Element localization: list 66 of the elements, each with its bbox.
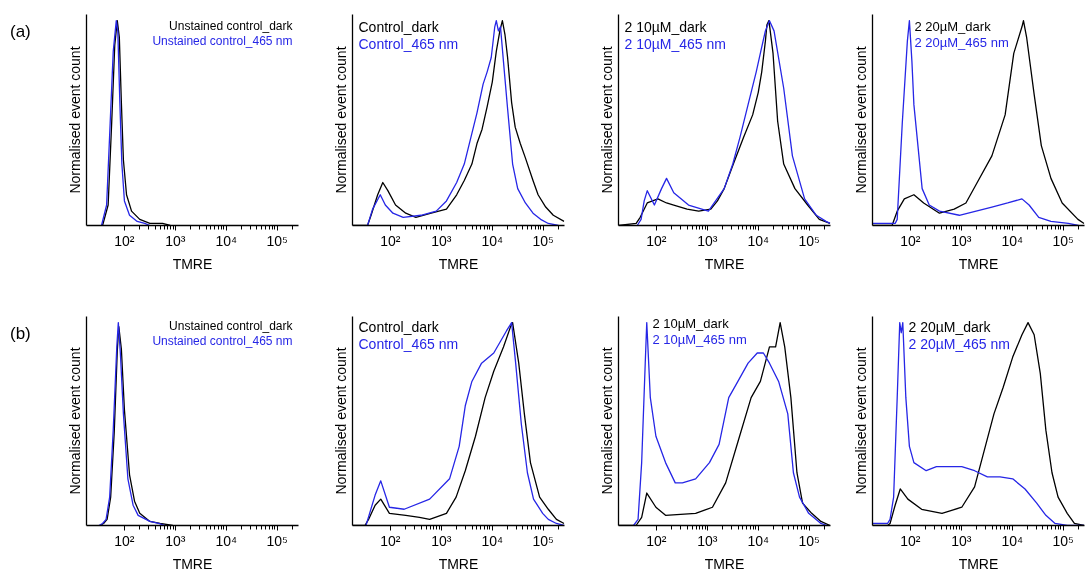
x-tick-label: 10⁵ bbox=[532, 232, 554, 249]
x-tick-label: 10⁴ bbox=[481, 232, 504, 249]
text: 2 20µM_dark bbox=[908, 318, 992, 335]
y-axis-title: Normalised event count bbox=[598, 347, 615, 495]
x-tick-label: 10⁴ bbox=[1001, 232, 1024, 249]
x-tick-label: 10² bbox=[114, 232, 135, 249]
text: 2 10µM_dark bbox=[652, 315, 730, 331]
text: 2 10µM_465 nm bbox=[624, 35, 726, 52]
series-label: Control_465 nm bbox=[358, 335, 459, 352]
x-tick-label: 10² bbox=[900, 232, 921, 249]
x-tick-label: 10³ bbox=[431, 232, 452, 249]
y-axis-title: Normalised event count bbox=[332, 46, 349, 194]
x-axis-title: TMRE bbox=[172, 255, 213, 272]
x-tick-label: 10⁵ bbox=[266, 232, 288, 249]
x-tick-label: 10³ bbox=[951, 232, 972, 249]
x-tick-label: 10³ bbox=[697, 532, 718, 549]
x-tick-label: 10⁴ bbox=[215, 232, 238, 249]
x-tick-label: 10⁵ bbox=[266, 532, 288, 549]
x-tick-label: 10⁵ bbox=[1052, 532, 1074, 549]
y-axis-title: Normalised event count bbox=[852, 46, 869, 194]
x-tick-label: 10³ bbox=[951, 532, 972, 549]
x-tick-label: 10⁴ bbox=[1001, 532, 1024, 549]
x-tick-label: 10⁴ bbox=[215, 532, 238, 549]
x-tick-label: 10² bbox=[900, 532, 921, 549]
text: Unstained control_dark bbox=[169, 318, 294, 333]
x-axis-title: TMRE bbox=[438, 255, 479, 272]
x-tick-label: 10⁵ bbox=[798, 232, 820, 249]
series-label: 2 10µM_465 nm bbox=[652, 331, 747, 347]
text: Control_dark bbox=[358, 18, 440, 35]
x-tick-label: 10² bbox=[646, 232, 667, 249]
x-axis-title: TMRE bbox=[958, 555, 999, 572]
x-axis-title: TMRE bbox=[172, 555, 213, 572]
x-tick-label: 10³ bbox=[165, 232, 186, 249]
x-tick-label: 10² bbox=[646, 532, 667, 549]
x-axis-title: TMRE bbox=[438, 555, 479, 572]
text: (b) bbox=[10, 323, 31, 345]
x-axis-title: TMRE bbox=[958, 255, 999, 272]
x-tick-label: 10³ bbox=[165, 532, 186, 549]
x-axis-title: TMRE bbox=[704, 255, 745, 272]
x-tick-label: 10³ bbox=[431, 532, 452, 549]
text: (a) bbox=[10, 21, 31, 43]
x-tick-label: 10⁵ bbox=[532, 532, 554, 549]
y-axis-title: Normalised event count bbox=[852, 347, 869, 495]
text: Unstained control_dark bbox=[169, 18, 294, 33]
x-tick-label: 10⁵ bbox=[1052, 232, 1074, 249]
x-tick-label: 10⁴ bbox=[747, 232, 770, 249]
x-tick-label: 10² bbox=[380, 532, 401, 549]
x-tick-label: 10² bbox=[114, 532, 135, 549]
x-tick-label: 10⁴ bbox=[747, 532, 770, 549]
x-tick-label: 10³ bbox=[697, 232, 718, 249]
text: Control_465 nm bbox=[358, 35, 459, 52]
y-axis-title: Normalised event count bbox=[598, 46, 615, 194]
y-axis-title: Normalised event count bbox=[332, 347, 349, 495]
text: 2 20µM_dark bbox=[914, 18, 992, 34]
text: Unstained control_465 nm bbox=[152, 33, 293, 48]
y-axis-title: Normalised event count bbox=[66, 46, 83, 194]
series-label: 2 20µM_465 nm bbox=[908, 335, 1010, 352]
text: Unstained control_465 nm bbox=[152, 333, 293, 348]
text: Control_dark bbox=[358, 318, 440, 335]
x-tick-label: 10² bbox=[380, 232, 401, 249]
x-tick-label: 10⁴ bbox=[481, 532, 504, 549]
x-axis-title: TMRE bbox=[704, 555, 745, 572]
y-axis-title: Normalised event count bbox=[66, 347, 83, 495]
x-tick-label: 10⁵ bbox=[798, 532, 820, 549]
series-label: 2 20µM_465 nm bbox=[914, 34, 1009, 50]
text: 2 10µM_dark bbox=[624, 18, 708, 35]
